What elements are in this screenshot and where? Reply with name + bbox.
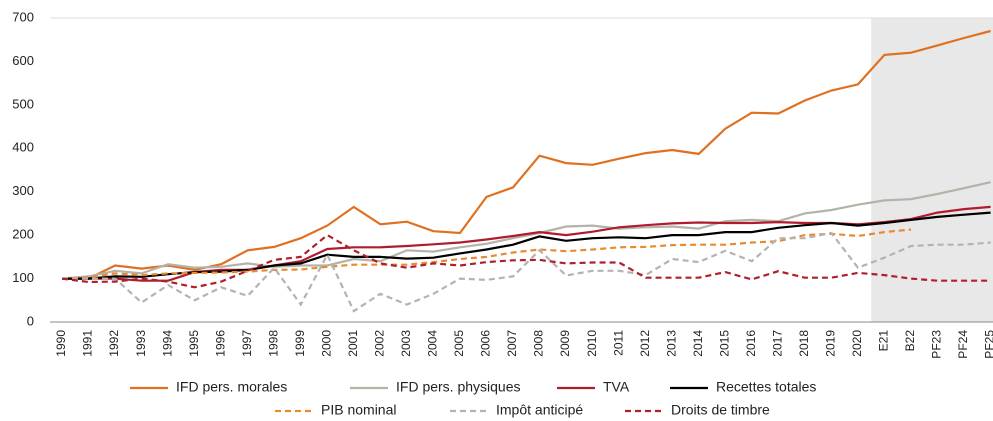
y-tick-label: 400 bbox=[12, 140, 34, 155]
x-tick-label: 1995 bbox=[187, 330, 201, 357]
y-tick-label: 600 bbox=[12, 53, 34, 68]
legend-label: IFD pers. morales bbox=[176, 379, 287, 395]
y-tick-label: 200 bbox=[12, 227, 34, 242]
legend-label: Droits de timbre bbox=[671, 402, 770, 418]
legend-label: TVA bbox=[603, 379, 630, 395]
x-tick-label: 1990 bbox=[54, 330, 68, 357]
x-tick-label: 2013 bbox=[664, 330, 678, 357]
x-tick-label: 1993 bbox=[134, 330, 148, 357]
x-tick-label: 2014 bbox=[691, 330, 705, 357]
x-tick-label: 1994 bbox=[160, 330, 174, 357]
x-tick-label: 1998 bbox=[266, 330, 280, 357]
forecast-shade bbox=[871, 18, 993, 322]
x-tick-label: 2017 bbox=[770, 330, 784, 357]
x-tick-label: 2005 bbox=[452, 330, 466, 357]
x-tick-label: 2012 bbox=[638, 330, 652, 357]
series-line bbox=[62, 231, 991, 313]
series-line bbox=[61, 181, 991, 280]
x-tick-label: 2009 bbox=[558, 330, 572, 357]
series-line bbox=[62, 29, 991, 280]
legend-label: Impôt anticipé bbox=[496, 402, 583, 418]
y-tick-label: 300 bbox=[12, 183, 34, 198]
legend-label: PIB nominal bbox=[321, 402, 396, 418]
x-tick-label: 2011 bbox=[611, 330, 625, 356]
x-tick-label: E21 bbox=[877, 330, 891, 352]
y-tick-label: 700 bbox=[12, 9, 34, 24]
legend-label: IFD pers. physiques bbox=[396, 379, 521, 395]
x-tick-label: 2001 bbox=[346, 330, 360, 357]
x-tick-label: 2020 bbox=[850, 330, 864, 357]
x-tick-label: 2019 bbox=[824, 330, 838, 357]
x-tick-label: PF24 bbox=[956, 330, 970, 359]
x-tick-label: 2008 bbox=[532, 330, 546, 357]
y-tick-label: 100 bbox=[12, 270, 34, 285]
series-line bbox=[61, 228, 912, 280]
x-tick-label: 1997 bbox=[240, 330, 254, 357]
x-tick-label: B22 bbox=[903, 330, 917, 352]
x-tick-label: 2018 bbox=[797, 330, 811, 357]
legend-label: Recettes totales bbox=[716, 379, 816, 395]
x-tick-label: 2006 bbox=[479, 330, 493, 357]
x-tick-label: 1992 bbox=[107, 330, 121, 357]
y-tick-label: 0 bbox=[27, 313, 34, 328]
x-tick-label: 1991 bbox=[81, 330, 95, 357]
x-tick-label: 2016 bbox=[744, 330, 758, 357]
x-tick-label: 1999 bbox=[293, 330, 307, 357]
series-line bbox=[62, 205, 991, 282]
x-tick-label: 2004 bbox=[426, 330, 440, 357]
y-tick-label: 500 bbox=[12, 96, 34, 111]
x-tick-label: 1996 bbox=[213, 330, 227, 357]
x-tick-label: 2010 bbox=[585, 330, 599, 357]
x-tick-label: 2000 bbox=[319, 330, 333, 357]
x-tick-label: 2003 bbox=[399, 330, 413, 357]
x-tick-label: 2002 bbox=[373, 330, 387, 357]
x-tick-label: PF23 bbox=[930, 330, 944, 359]
x-tick-label: 2007 bbox=[505, 330, 519, 357]
x-tick-label: 2015 bbox=[717, 330, 731, 357]
series-line bbox=[61, 233, 991, 289]
x-tick-label: PF25 bbox=[983, 330, 993, 359]
